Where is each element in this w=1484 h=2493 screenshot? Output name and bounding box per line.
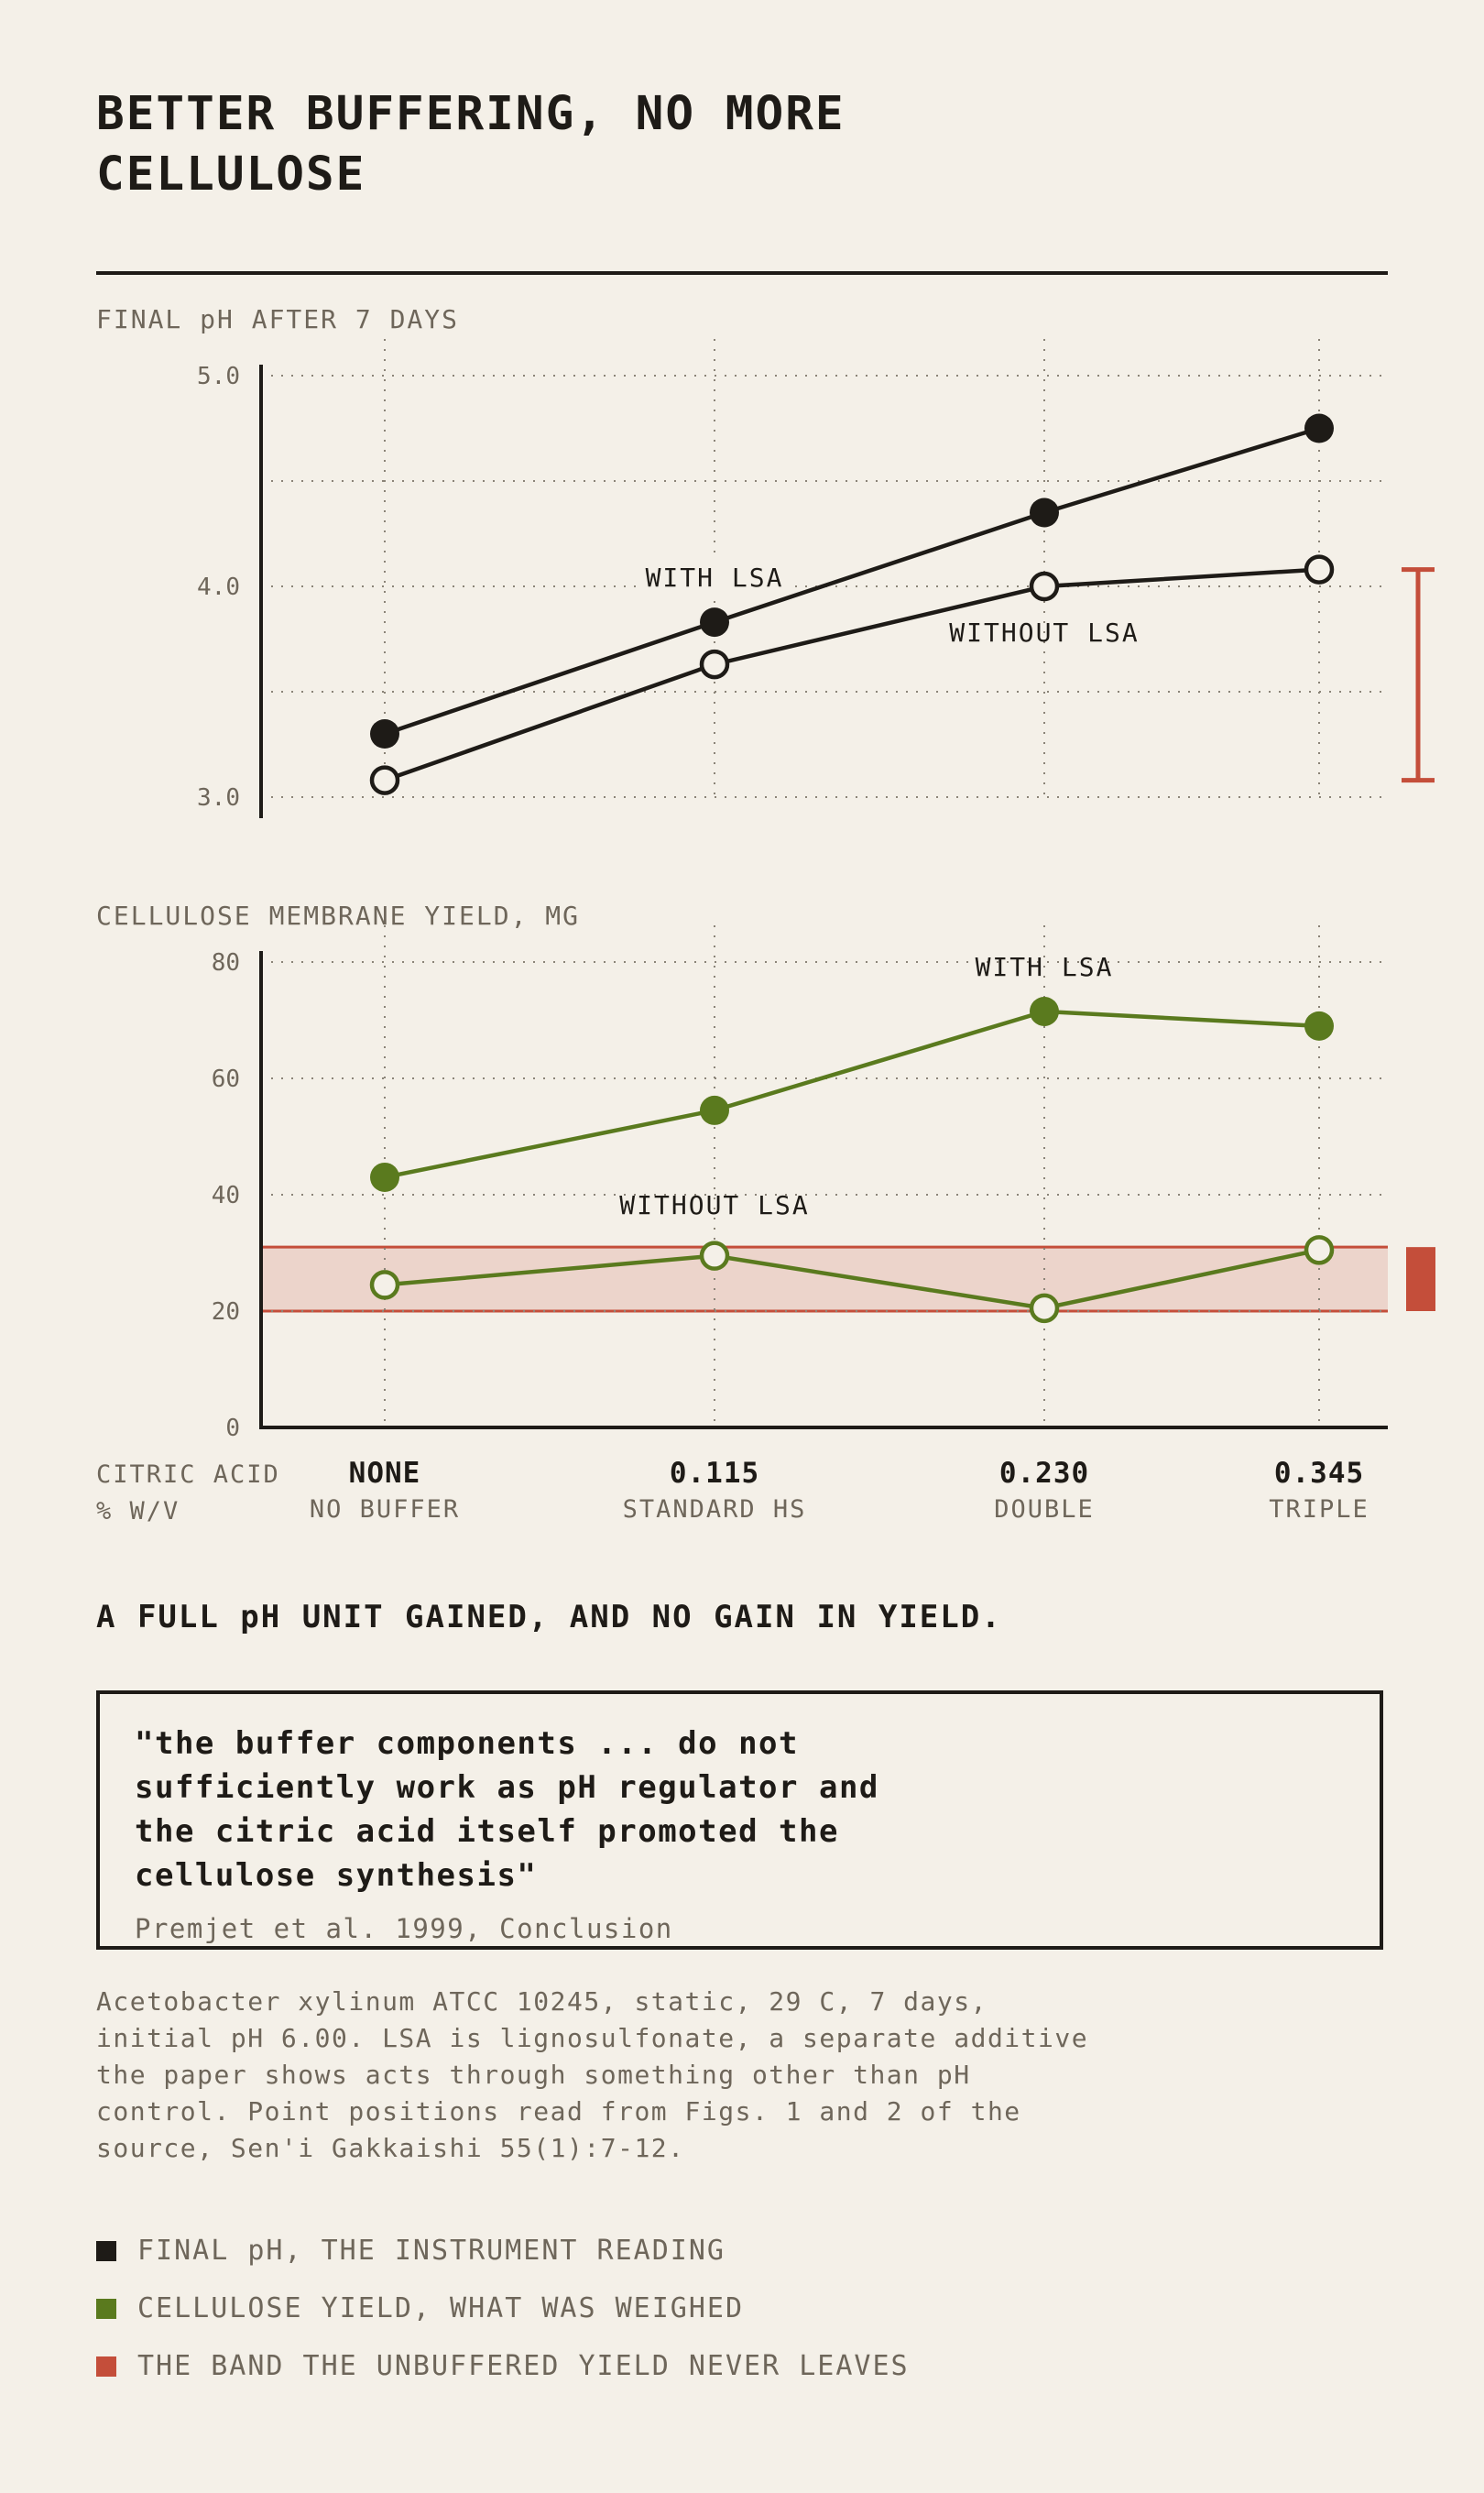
legend-item-yield: CELLULOSE YIELD, WHAT WAS WEIGHED (96, 2280, 910, 2337)
series-line-with-lsa (384, 426, 1320, 737)
x-category: NONE NO BUFFER (247, 1454, 522, 1527)
legend-item-band: THE BAND THE UNBUFFERED YIELD NEVER LEAV… (96, 2337, 910, 2395)
data-point-filled (700, 607, 729, 638)
data-point-filled (700, 1095, 729, 1125)
notes-line: source, Sen'i Gakkaishi 55(1):7-12. (96, 2133, 685, 2163)
data-point-filled (370, 1162, 399, 1192)
quote-line: the citric acid itself promoted the (135, 1813, 839, 1850)
data-point-open (1029, 571, 1060, 602)
notes-line: control. Point positions read from Figs.… (96, 2096, 1021, 2127)
ph-chart: 5.0 4.0 3.0 WITH LSA WITHOUT LSA (197, 339, 1435, 818)
series-label: WITH LSA (646, 563, 784, 593)
quote-line: sufficiently work as pH regulator and (135, 1769, 879, 1806)
x-category: 0.345 TRIPLE (1182, 1454, 1457, 1527)
quote-line: cellulose synthesis" (135, 1857, 538, 1894)
band-side-marker (1406, 1247, 1435, 1311)
ph-panel-title: FINAL pH AFTER 7 DAYS (96, 304, 460, 334)
yield-panel-title: CELLULOSE MEMBRANE YIELD, MG (96, 901, 581, 931)
x-axis-caption-line-1: CITRIC ACID (96, 1460, 280, 1489)
legend: FINAL pH, THE INSTRUMENT READING CELLULO… (96, 2222, 910, 2395)
y-tick-label: 0 (225, 1415, 240, 1442)
title-divider (96, 271, 1388, 275)
data-point-filled (1304, 1011, 1334, 1041)
data-point-filled (370, 719, 399, 749)
x-category-label: STANDARD HS (622, 1495, 807, 1524)
series-label-knockout (641, 561, 788, 594)
series-line-without-lsa (384, 1248, 1320, 1311)
legend-label-yield: CELLULOSE YIELD, WHAT WAS WEIGHED (137, 2292, 745, 2324)
x-category-label: DOUBLE (994, 1495, 1095, 1524)
legend-item-ph: FINAL pH, THE INSTRUMENT READING (96, 2222, 910, 2280)
series-label: WITHOUT LSA (619, 1190, 809, 1220)
quote-box: "the buffer components ... do not suffic… (96, 1690, 1383, 1950)
x-category-value: 0.230 (998, 1457, 1090, 1490)
series-label: WITHOUT LSA (949, 618, 1139, 648)
series-line-without-lsa (384, 567, 1320, 782)
series-label: WITH LSA (976, 952, 1114, 982)
data-point-open (699, 649, 730, 680)
notes-line: the paper shows acts through something o… (96, 2060, 971, 2090)
yield-chart: 80 60 40 20 0 WITH LSA WITHOUT LSA (212, 925, 1435, 1442)
quote-line: "the buffer components ... do not (135, 1725, 800, 1762)
data-point-filled (1030, 996, 1059, 1026)
takeaway-headline: A FULL pH UNIT GAINED, AND NO GAIN IN YI… (96, 1599, 1002, 1635)
x-category: 0.230 DOUBLE (907, 1454, 1182, 1527)
y-tick-label: 80 (212, 949, 240, 977)
x-category-label: NO BUFFER (309, 1495, 461, 1524)
legend-swatch-yield (96, 2298, 116, 2319)
x-category-value: 0.115 (669, 1457, 760, 1490)
y-tick-label: 40 (212, 1182, 240, 1209)
data-point-open (1304, 554, 1335, 585)
y-tick-label: 3.0 (197, 784, 240, 812)
data-point-open (369, 765, 400, 795)
x-category-value: 0.345 (1273, 1457, 1365, 1490)
data-point-open (699, 1241, 730, 1271)
legend-swatch-band (96, 2356, 116, 2377)
notes-line: Acetobacter xylinum ATCC 10245, static, … (96, 1986, 988, 2017)
quote-citation: Premjet et al. 1999, Conclusion (135, 1913, 673, 1944)
y-tick-label: 60 (212, 1066, 240, 1093)
x-category: 0.115 STANDARD HS (577, 1454, 852, 1527)
y-tick-label: 4.0 (197, 574, 240, 601)
x-axis-caption: CITRIC ACID % W/V (96, 1457, 280, 1530)
y-tick-label: 20 (212, 1298, 240, 1326)
series-line-with-lsa (384, 1009, 1320, 1180)
quote-text: "the buffer components ... do not suffic… (135, 1722, 1051, 1897)
data-point-filled (1030, 498, 1059, 528)
data-point-open (1029, 1293, 1060, 1324)
x-category-label: TRIPLE (1269, 1495, 1369, 1524)
data-point-open (1304, 1235, 1335, 1265)
x-category-value: NONE (348, 1457, 421, 1490)
legend-label-band: THE BAND THE UNBUFFERED YIELD NEVER LEAV… (137, 2350, 910, 2382)
legend-label-ph: FINAL pH, THE INSTRUMENT READING (137, 2235, 726, 2267)
data-point-filled (1304, 413, 1334, 443)
legend-swatch-ph (96, 2240, 116, 2261)
notes-line: initial pH 6.00. LSA is lignosulfonate, … (96, 2023, 1089, 2053)
y-tick-label: 5.0 (197, 363, 240, 390)
data-point-open (369, 1270, 400, 1300)
method-notes: Acetobacter xylinum ATCC 10245, static, … (96, 1984, 1150, 2167)
page-title: BETTER BUFFERING, NO MORE CELLULOSE (96, 87, 846, 202)
x-axis-caption-line-2: % W/V (96, 1497, 180, 1525)
